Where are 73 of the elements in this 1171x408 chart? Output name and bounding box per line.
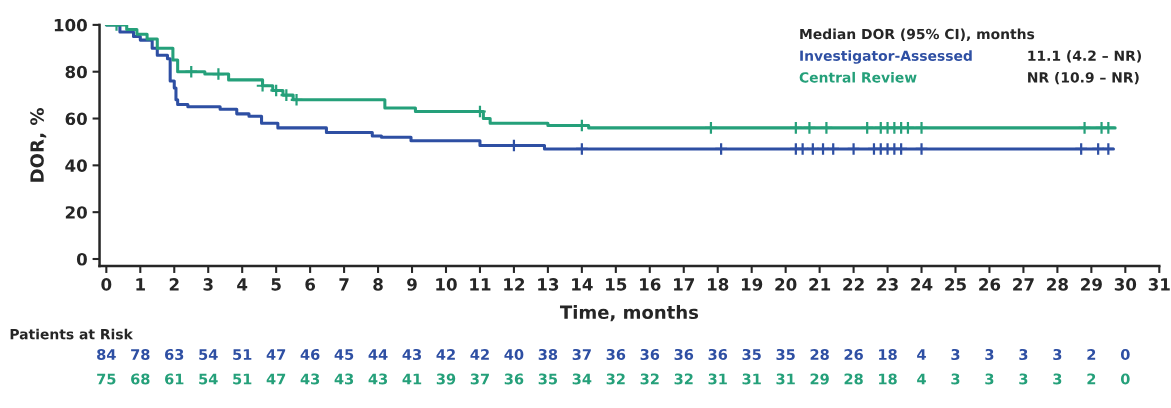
x-tick-label: 6 [305, 278, 316, 291]
annotation: NR (10.9 – NR) [1028, 71, 1139, 85]
point [1101, 142, 1116, 156]
x-tick-label: 10 [436, 278, 457, 291]
annotation: 11.1 (4.2 – NR) [1028, 50, 1141, 63]
text: Patients at Risk [10, 328, 134, 340]
point [714, 142, 729, 156]
point [846, 142, 861, 156]
x-tick-label: 23 [877, 278, 898, 291]
point [184, 64, 199, 79]
point [1101, 120, 1116, 135]
point [211, 67, 226, 81]
x-axis-title: Time, months [559, 305, 699, 322]
y-tick-label: 60 [65, 112, 87, 126]
x-tick-label: 26 [979, 278, 1001, 291]
point [805, 142, 820, 156]
y-tick-label: 20 [65, 206, 87, 219]
x-tick-label: 22 [843, 278, 864, 291]
y-tick-label: 80 [65, 65, 87, 79]
x-tick-label: 8 [373, 278, 383, 291]
legend-title: Median DOR (95% CI), months [800, 28, 1035, 42]
x-tick-label: 14 [572, 278, 593, 291]
x-tick-label: 12 [504, 278, 525, 291]
point [1074, 142, 1089, 156]
point [795, 142, 810, 156]
point [914, 142, 929, 156]
point [816, 142, 830, 156]
text: Investigator-Assessed [800, 50, 972, 64]
x-tick-label: 9 [407, 278, 417, 291]
point [901, 120, 915, 135]
x-tick-label: 2 [169, 278, 179, 291]
x-tick-label: 4 [237, 278, 248, 291]
point [1091, 142, 1106, 156]
x-tick-label: 28 [1047, 278, 1068, 291]
x-tick-label: 21 [809, 278, 831, 291]
y-tick-label: 0 [76, 252, 87, 266]
point [819, 120, 834, 135]
x-tick-label: 19 [741, 278, 763, 291]
x-tick-label: 1 [136, 278, 145, 291]
y-axis-title: DOR, % [30, 108, 47, 182]
point [704, 120, 718, 135]
x-tick-label: 3 [203, 278, 213, 291]
x-tick-label: 30 [1114, 278, 1137, 291]
point [574, 142, 589, 156]
point [788, 120, 803, 135]
text: 84 78 63 54 51 47 46 45 44 43 42 42 40 38 37 36 36 36 36 35 35 28 26 18 4 3 3 3 3 2 0 [97, 348, 1130, 361]
point [894, 142, 909, 156]
point [914, 120, 929, 135]
x-tick-label: 29 [1081, 278, 1102, 291]
x-tick-label: 18 [708, 278, 729, 291]
x-tick-label: 13 [538, 278, 559, 291]
x-tick-label: 7 [339, 278, 349, 291]
text: 75 68 61 54 51 47 43 43 43 41 39 37 36 35 34 32 32 32 31 31 31 29 28 18 4 3 3 3 3 2 0 [97, 373, 1130, 385]
x-tick-label: 25 [945, 278, 966, 291]
x-tick-label: 15 [606, 278, 627, 291]
text: Central Review [799, 71, 917, 83]
point [802, 120, 817, 135]
x-tick-label: 31 [1148, 278, 1170, 291]
x-tick-label: 11 [470, 278, 491, 291]
y-tick-label: 40 [65, 159, 87, 172]
x-tick-label: 16 [640, 278, 661, 291]
point [860, 120, 875, 135]
x-tick-label: 24 [911, 278, 933, 291]
y-tick-label: 100 [54, 18, 87, 32]
x-tick-label: 0 [101, 278, 112, 291]
x-tick-label: 20 [775, 278, 797, 291]
point [289, 92, 304, 107]
x-tick-label: 27 [1013, 278, 1034, 291]
x-tick-label: 17 [674, 278, 695, 291]
point [279, 88, 294, 103]
x-tick-label: 5 [271, 278, 281, 291]
point [826, 142, 841, 156]
point [1077, 120, 1092, 135]
